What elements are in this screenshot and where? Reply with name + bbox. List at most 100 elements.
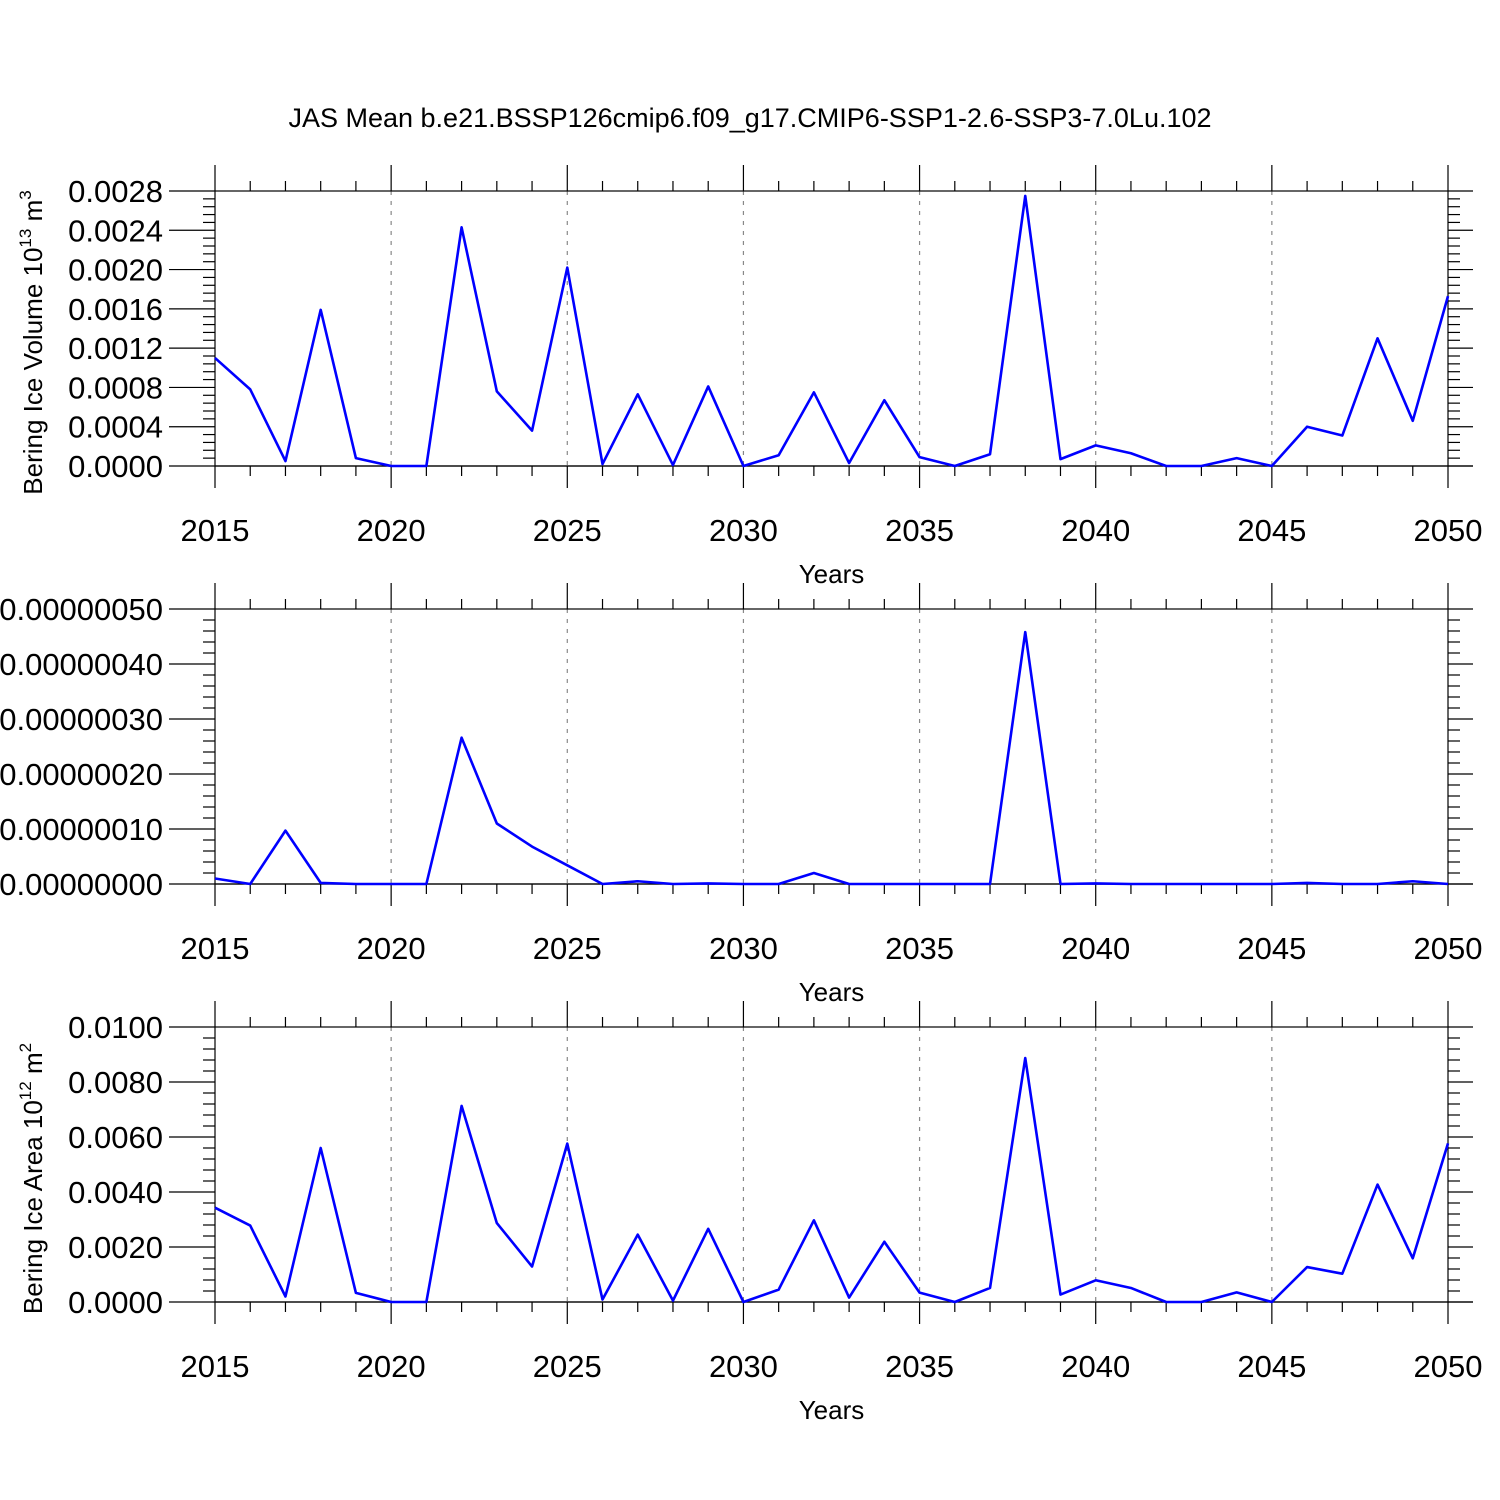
y-axis-title-exponent: 12	[16, 1081, 35, 1100]
data-point	[1339, 1271, 1345, 1277]
data-point	[1234, 881, 1240, 887]
data-point	[740, 881, 746, 887]
y-tick-label: 0.0100	[68, 1010, 163, 1045]
x-tick-label: 2030	[709, 931, 778, 966]
data-point	[247, 881, 253, 887]
data-point	[318, 307, 324, 313]
data-point	[670, 881, 676, 887]
x-tick-label: 2035	[885, 1349, 954, 1384]
x-tick-label: 2020	[357, 1349, 426, 1384]
panel-3: 2015 2020 2025 2030 2035 2040 2045 2050 0.0000 0.…	[16, 1001, 1482, 1425]
series-line	[214, 194, 1450, 468]
data-point	[1022, 1055, 1028, 1061]
x-axis-title: Years	[799, 977, 865, 1007]
data-point	[212, 355, 218, 361]
data-point	[740, 463, 746, 469]
data-point	[353, 1290, 359, 1296]
data-point	[1057, 1292, 1063, 1298]
y-tick-label: 0.0024	[68, 213, 163, 248]
data-point	[776, 1287, 782, 1293]
data-point	[1269, 1299, 1275, 1305]
data-point	[1234, 455, 1240, 461]
data-point	[670, 1298, 676, 1304]
data-point	[1093, 1277, 1099, 1283]
data-point	[459, 735, 465, 741]
data-point	[1057, 881, 1063, 887]
plot-frame	[214, 1026, 1449, 1303]
data-point	[740, 1299, 746, 1305]
data-point	[881, 881, 887, 887]
x-tick-label: 2040	[1061, 931, 1130, 966]
x-tick-label: 2035	[885, 513, 954, 548]
y-tick-label: 0.00000000	[0, 867, 163, 902]
y-tick-label: 0.00000010	[0, 812, 163, 847]
data-point	[670, 462, 676, 468]
data-point	[846, 881, 852, 887]
data-point	[388, 881, 394, 887]
data-point	[600, 1297, 606, 1303]
data-point	[564, 1141, 570, 1147]
y-axis-title-text: Bering Ice Volume 10	[18, 248, 48, 495]
data-point	[564, 265, 570, 271]
data-point	[1128, 450, 1134, 456]
y-tick-label: 0.0012	[68, 331, 163, 366]
data-point	[776, 452, 782, 458]
data-point	[318, 1145, 324, 1151]
data-point	[1128, 881, 1134, 887]
x-tick-label: 2045	[1237, 513, 1306, 548]
data-point	[318, 880, 324, 886]
x-tick-label: 2025	[533, 1349, 602, 1384]
data-point	[1410, 1255, 1416, 1261]
y-tick-label: 0.00000020	[0, 757, 163, 792]
y-tick-label: 0.00000040	[0, 647, 163, 682]
x-tick-label: 2030	[709, 1349, 778, 1384]
data-point	[987, 1285, 993, 1291]
data-point	[529, 428, 535, 434]
data-point	[212, 876, 218, 882]
data-point	[529, 844, 535, 850]
panels: 2015 2020 2025 2030 2035 2040 2045 2050 0.0000 0.…	[0, 165, 1482, 1425]
data-point	[247, 386, 253, 392]
data-point	[811, 870, 817, 876]
data-point	[423, 1299, 429, 1305]
data-point	[987, 451, 993, 457]
data-point	[1445, 881, 1451, 887]
x-tick-label: 2045	[1237, 931, 1306, 966]
data-point	[1375, 1182, 1381, 1188]
data-point	[635, 1232, 641, 1238]
data-point	[212, 1205, 218, 1211]
data-point	[987, 881, 993, 887]
data-point	[811, 1217, 817, 1223]
data-point	[1445, 1140, 1451, 1146]
data-point	[282, 1294, 288, 1300]
x-tick-label: 2050	[1414, 513, 1483, 548]
y-tick-label: 0.0020	[68, 253, 163, 288]
data-point	[529, 1264, 535, 1270]
data-point	[917, 881, 923, 887]
x-tick-label: 2050	[1414, 931, 1483, 966]
data-point	[459, 1103, 465, 1109]
y-axis-title-text: Bering Ice Area 10	[18, 1100, 48, 1314]
x-tick-label: 2015	[181, 513, 250, 548]
data-point	[1304, 1264, 1310, 1270]
data-point	[423, 881, 429, 887]
data-point	[494, 388, 500, 394]
y-axis-title: Bering Ice Area 1012 m2	[16, 1043, 48, 1314]
y-tick-label: 0.0028	[68, 174, 163, 209]
data-point	[952, 463, 958, 469]
data-point	[1339, 433, 1345, 439]
y-tick-label: 0.0008	[68, 370, 163, 405]
data-point	[1269, 463, 1275, 469]
x-tick-label: 2045	[1237, 1349, 1306, 1384]
y-axis-title-unit: m	[18, 1052, 48, 1081]
y-tick-label: 0.0040	[68, 1175, 163, 1210]
data-point	[1339, 881, 1345, 887]
data-point	[353, 881, 359, 887]
data-point	[846, 1295, 852, 1301]
data-point	[423, 463, 429, 469]
x-tick-label: 2020	[357, 931, 426, 966]
data-point	[1163, 463, 1169, 469]
data-point	[1057, 456, 1063, 462]
y-tick-label: 0.0016	[68, 292, 163, 327]
data-point	[776, 881, 782, 887]
